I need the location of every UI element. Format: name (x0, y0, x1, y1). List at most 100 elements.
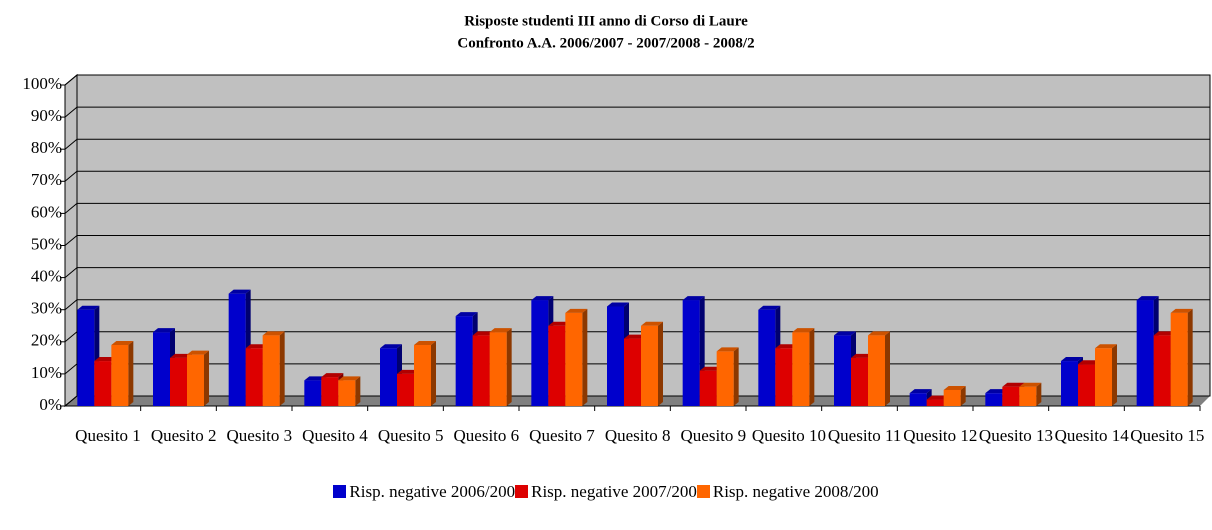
bar-side (1187, 308, 1193, 406)
bar (1061, 361, 1078, 406)
bar-side (431, 341, 436, 406)
bar-top (909, 389, 932, 394)
x-tick-label: Quesito 13 (978, 426, 1054, 445)
bar-top (985, 389, 1008, 394)
bar (548, 325, 566, 406)
bar (1153, 335, 1171, 406)
bar (304, 380, 322, 406)
grid-line (64, 106, 78, 118)
bar-side (355, 376, 361, 406)
bar (792, 332, 810, 406)
bar-top (548, 321, 571, 326)
y-tick-label: 10% (31, 363, 62, 382)
grid-line (64, 203, 78, 214)
bar (851, 357, 868, 406)
chart-title: Risposte studenti III anno di Corso di L… (464, 13, 748, 29)
bar-top (472, 331, 495, 336)
bar (153, 332, 170, 406)
y-tick-label: 30% (31, 299, 62, 318)
bar-top (338, 376, 361, 381)
bar (565, 312, 583, 406)
bar (775, 348, 793, 406)
legend: Risp. negative 2006/200 Risp. negative 20… (0, 482, 1212, 502)
grid-line (64, 395, 78, 407)
x-tick-label: Quesito 2 (150, 426, 217, 445)
bar (455, 316, 473, 406)
grid-line (64, 235, 78, 246)
bar-top (834, 331, 856, 336)
x-tick-label: Quesito 4 (302, 426, 368, 445)
x-tick-label: Quesito 14 (1054, 426, 1129, 445)
bar (758, 309, 776, 406)
bar-side (582, 308, 588, 406)
legend-label: Risp. negative 2007/200 (531, 482, 697, 501)
bar (624, 338, 641, 406)
x-tick-label: Quesito 6 (453, 426, 520, 445)
bar (380, 348, 397, 406)
bar-side (960, 385, 966, 406)
bar (641, 325, 658, 406)
bar-side (1112, 344, 1117, 406)
bar-top (1153, 331, 1176, 336)
bar-top (414, 341, 436, 346)
bar (699, 370, 717, 406)
legend-swatch (696, 485, 710, 498)
bar-top (624, 334, 646, 339)
legend-label: Risp. negative 2006/200 (349, 482, 516, 501)
bar-top (531, 296, 554, 301)
bar-side (128, 341, 134, 406)
bar-top (455, 312, 478, 317)
x-tick-label: Quesito 15 (1130, 426, 1205, 445)
legend-item: Risp. negative 2006/200 (333, 482, 515, 502)
bar-top (94, 357, 117, 362)
y-tick-label: 50% (31, 234, 62, 253)
bar-top (943, 385, 966, 390)
bar (926, 399, 944, 406)
grid-line (64, 74, 78, 86)
bar-top (1002, 382, 1025, 387)
bar-top (682, 296, 705, 301)
bar (77, 309, 95, 406)
bar-top (1170, 308, 1193, 313)
bar-top (716, 347, 739, 352)
bar (868, 335, 885, 406)
bar-top (380, 344, 402, 349)
bar (1002, 386, 1020, 406)
grid-line (64, 331, 78, 343)
grid-line (64, 363, 78, 375)
x-tick-label: Quesito 1 (75, 426, 141, 445)
bar (1136, 300, 1154, 406)
bar-side (809, 328, 815, 406)
y-tick-label: 40% (31, 267, 62, 286)
bar-side (506, 328, 512, 406)
y-tick-label: 90% (31, 106, 62, 125)
bar (1170, 312, 1188, 406)
x-tick-label: Quesito 9 (680, 426, 747, 445)
x-tick-label: Quesito 5 (377, 426, 444, 445)
bar-top (1095, 344, 1117, 349)
bar-top (868, 331, 890, 336)
bar-top (758, 305, 781, 310)
x-tick-label: Quesito 10 (751, 426, 827, 445)
bar-top (699, 366, 722, 371)
bar-top (77, 305, 100, 310)
y-tick-label: 70% (31, 170, 62, 189)
legend-swatch (333, 485, 347, 498)
bar-top (926, 395, 949, 400)
x-tick-label: Quesito 12 (903, 426, 978, 445)
bar-side (658, 321, 663, 406)
bar-top (245, 344, 268, 349)
bar-side (885, 331, 890, 406)
bar (909, 393, 927, 406)
x-tick-label: Quesito 8 (604, 426, 671, 445)
bar-top (170, 353, 192, 358)
bar (682, 300, 700, 406)
bar (1078, 364, 1095, 406)
bar-top (187, 350, 209, 355)
bar-side (1036, 382, 1042, 406)
bar (1095, 348, 1112, 406)
bar (228, 293, 246, 406)
bar-top (111, 341, 134, 346)
